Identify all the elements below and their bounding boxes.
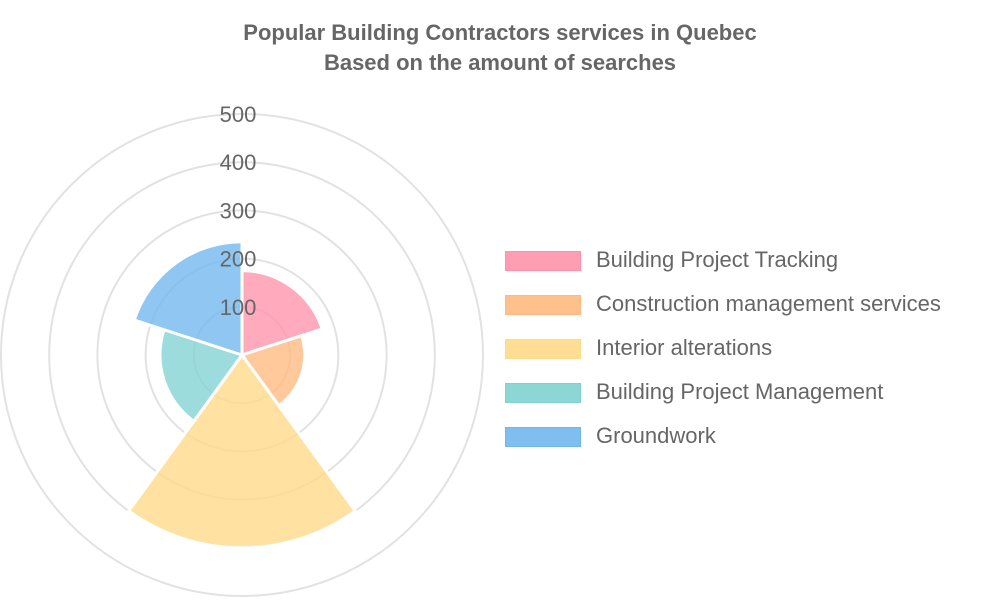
legend-swatch [505, 251, 581, 271]
legend-swatch [505, 295, 581, 315]
tick-label-100: 100 [220, 295, 257, 320]
legend-label: Interior alterations [596, 335, 773, 360]
legend-swatch [505, 339, 581, 359]
slice-building-project-tracking[interactable] [240, 269, 324, 357]
slice-building-project-management[interactable] [158, 328, 244, 423]
chart-title-line-1: Popular Building Contractors services in… [243, 20, 757, 45]
chart-title-line-2: Based on the amount of searches [323, 50, 677, 75]
slice-groundwork[interactable] [132, 240, 244, 357]
tick-label-300: 300 [220, 198, 257, 223]
legend-label: Building Project Tracking [596, 247, 839, 272]
slices [127, 240, 357, 550]
legend-swatch [505, 383, 581, 403]
legend-label: Groundwork [596, 423, 716, 448]
grid-circle-500 [0, 113, 484, 597]
slice-construction-management-services[interactable] [240, 334, 307, 408]
tick-label-400: 400 [220, 150, 257, 175]
legend-swatch [505, 427, 581, 447]
slice-interior-alterations[interactable] [127, 353, 357, 550]
legend-label: Construction management services [596, 291, 941, 316]
radial-tick-labels: 100 200 300 400 500 [220, 102, 257, 320]
tick-label-500: 500 [220, 102, 257, 127]
tick-label-200: 200 [220, 247, 257, 272]
legend-label: Building Project Management [596, 379, 884, 404]
